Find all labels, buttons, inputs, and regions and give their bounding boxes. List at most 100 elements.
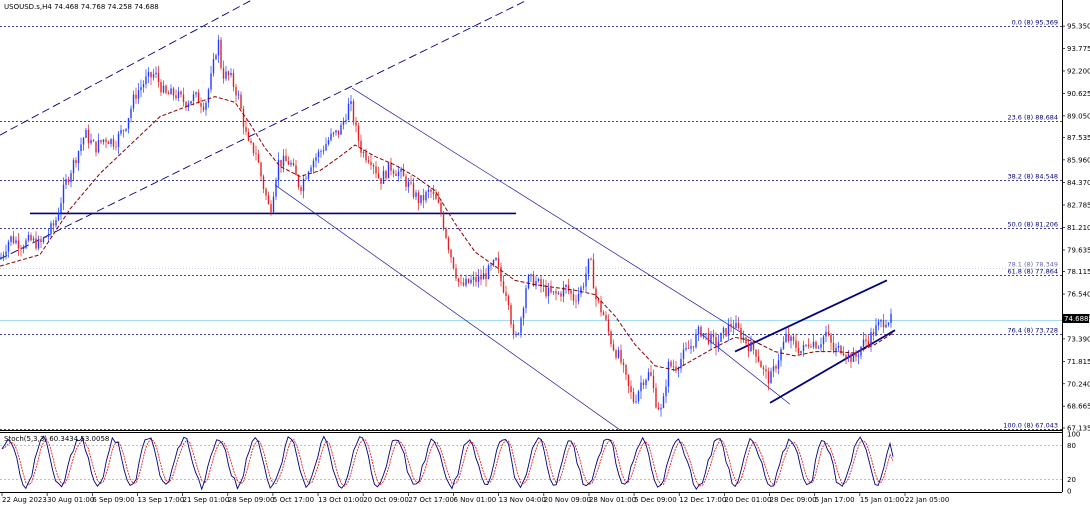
candle	[645, 378, 647, 389]
candle	[150, 71, 152, 86]
candle	[12, 230, 15, 245]
candle	[455, 263, 457, 282]
candle	[707, 327, 710, 346]
candle	[397, 166, 400, 182]
candle	[630, 380, 632, 400]
candle	[210, 65, 212, 93]
candle-body	[795, 340, 797, 348]
candle	[477, 269, 480, 288]
candle	[85, 127, 87, 139]
candle	[425, 190, 427, 204]
candle-body	[602, 312, 605, 316]
candle	[362, 149, 365, 158]
candle-body	[625, 364, 627, 375]
candle	[155, 66, 157, 79]
ascending-channel-lower	[769, 329, 896, 404]
candle	[375, 160, 377, 179]
candle	[117, 131, 120, 155]
candle-body	[807, 344, 810, 347]
candle-body	[17, 240, 20, 249]
candle	[15, 236, 17, 245]
candle-body	[312, 160, 315, 168]
candle-body	[817, 347, 820, 349]
candle	[422, 188, 425, 209]
candle-body	[637, 391, 640, 402]
candle-body	[302, 178, 305, 192]
candle-body	[472, 277, 475, 280]
candle	[712, 329, 715, 344]
time-tick-label: 28 Sep 09:00	[228, 496, 275, 504]
candle-body	[177, 91, 180, 99]
candle	[740, 323, 742, 344]
candle-body	[225, 71, 227, 79]
falling-channel-upper	[351, 87, 761, 345]
time-tick-label: 13 Nov 04:00	[499, 496, 546, 504]
candle-body	[770, 371, 772, 384]
candle	[255, 145, 257, 161]
candle-body	[572, 293, 575, 301]
candle-body	[207, 89, 210, 103]
candle-body	[605, 315, 607, 320]
candle-body	[262, 176, 265, 189]
stoch-tick-label: 100	[1067, 431, 1080, 439]
candle-body	[315, 157, 317, 161]
ascending-channel-upper	[734, 279, 888, 353]
candle-body	[250, 140, 252, 143]
candle-body	[135, 94, 137, 99]
candle	[222, 60, 225, 84]
candle	[520, 316, 522, 338]
candle-body	[330, 133, 332, 141]
candle-body	[525, 288, 527, 309]
candle-body	[457, 278, 460, 283]
candle	[625, 363, 627, 381]
candle-body	[675, 366, 677, 371]
candle	[877, 318, 880, 331]
candle	[835, 343, 837, 357]
candle	[525, 285, 527, 314]
candle	[692, 346, 695, 352]
current-price-tag	[1063, 314, 1089, 323]
candle	[367, 156, 370, 164]
price-tick-label: 90.625	[1067, 90, 1090, 98]
time-tick-label: 6 Sep 09:00	[92, 496, 134, 504]
candle	[82, 136, 85, 151]
candle-body	[202, 106, 205, 110]
candle	[825, 325, 827, 342]
candle	[875, 318, 877, 337]
candle-body	[145, 76, 147, 85]
candle-body	[157, 72, 160, 83]
candle	[842, 346, 845, 357]
candle-body	[485, 273, 487, 279]
time-tick-label: 28 Dec 09:00	[770, 496, 817, 504]
candle	[845, 353, 847, 365]
candle	[505, 285, 507, 302]
candle	[250, 138, 252, 145]
candle	[2, 251, 5, 261]
candle-body	[692, 346, 695, 348]
candle	[5, 244, 7, 260]
candle-body	[737, 322, 740, 329]
candle	[632, 387, 635, 404]
candle-body	[140, 87, 142, 91]
candle	[175, 89, 177, 101]
candle	[652, 369, 655, 393]
candle-body	[222, 67, 225, 79]
candle	[385, 169, 387, 181]
candle-body	[60, 203, 62, 214]
candle	[207, 87, 210, 108]
candle-body	[607, 319, 610, 332]
candle-body	[342, 120, 345, 126]
candle-body	[632, 392, 635, 403]
candle-body	[397, 171, 400, 176]
candle-body	[722, 328, 725, 333]
candle	[607, 314, 610, 336]
candle	[785, 327, 787, 344]
candle	[680, 352, 682, 373]
candle-body	[122, 130, 125, 131]
candle	[115, 140, 117, 151]
candle	[612, 339, 615, 352]
candle	[297, 174, 300, 190]
candle	[182, 87, 185, 107]
